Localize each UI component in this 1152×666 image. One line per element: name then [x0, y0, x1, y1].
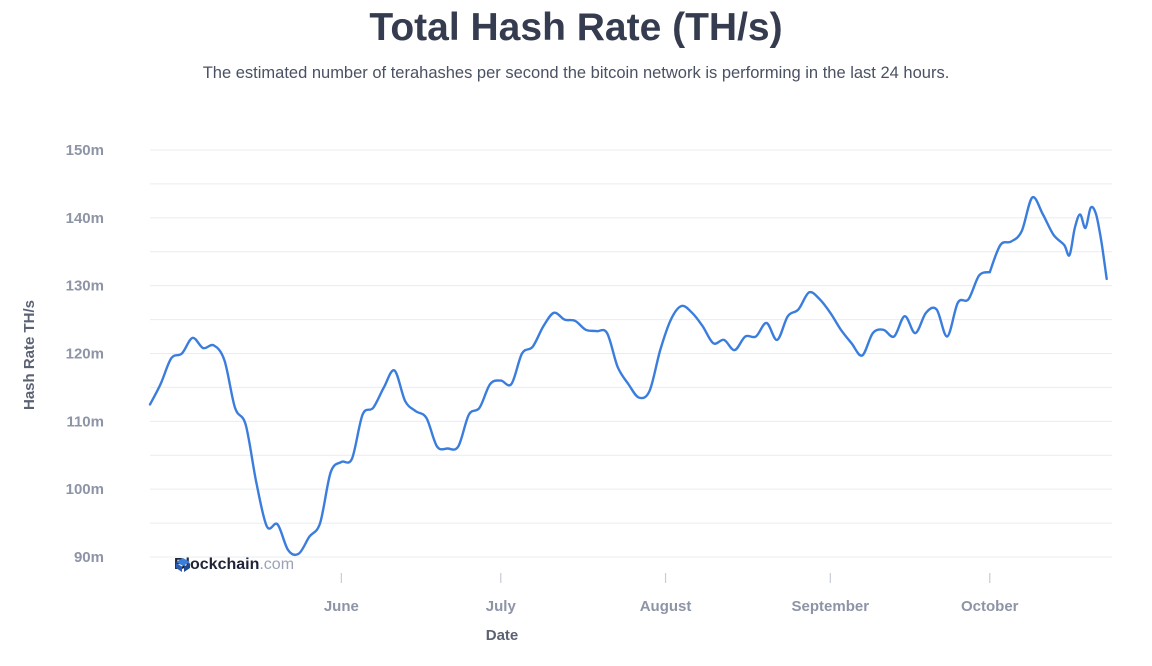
chart-subtitle: The estimated number of terahashes per s… — [202, 64, 950, 82]
y-tick-label: 110m — [66, 413, 104, 430]
x-axis-ticks: June July August September October — [324, 573, 1019, 615]
y-tick-label: 130m — [66, 278, 104, 295]
y-tick-label: 90m — [74, 549, 104, 566]
y-tick-label: 140m — [66, 210, 104, 227]
y-tick-label: 120m — [66, 346, 104, 363]
x-tick-label: September — [792, 598, 870, 615]
y-axis-ticks: 90m 100m 110m 120m 130m 140m 150m — [66, 142, 104, 566]
x-tick-label: July — [486, 598, 517, 615]
blockchain-logo: Blockchain.com — [174, 556, 294, 574]
chart-title: Total Hash Rate (TH/s) — [369, 6, 783, 49]
logo-brand: Blockchain — [174, 556, 260, 573]
blockchain-logo-icon — [176, 558, 190, 572]
x-tick-label: October — [961, 598, 1019, 615]
series-line-0 — [148, 270, 991, 557]
y-axis-label: Hash Rate TH/s — [21, 300, 38, 410]
x-axis-label: Date — [486, 627, 519, 644]
x-tick-label: June — [324, 598, 359, 615]
y-tick-label: 100m — [66, 481, 104, 498]
logo-suffix: .com — [259, 556, 295, 573]
grid-lines — [150, 149, 1112, 558]
series-lines — [148, 195, 1108, 557]
x-tick-label: August — [640, 598, 692, 615]
y-tick-label: 150m — [66, 142, 104, 159]
series-line-1 — [988, 195, 1108, 281]
